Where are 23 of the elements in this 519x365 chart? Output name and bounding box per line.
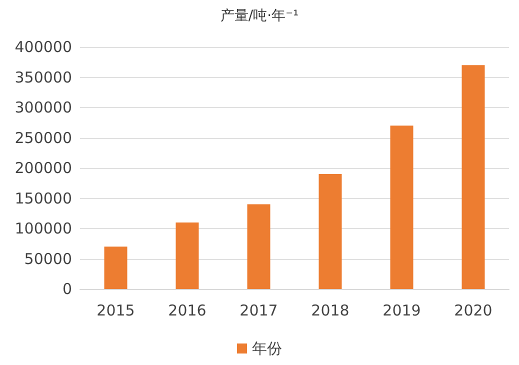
x-tick-label: 2019 (382, 302, 421, 320)
x-tick-label: 2018 (311, 302, 350, 320)
y-tick-label: 250000 (14, 128, 72, 147)
x-tick-label: 2016 (168, 302, 206, 320)
bar (176, 222, 199, 289)
bar (462, 65, 485, 289)
y-tick-label: 200000 (14, 159, 72, 177)
bar (104, 246, 128, 289)
bar (390, 126, 414, 289)
y-tick-label: 50000 (24, 250, 72, 268)
bar (247, 204, 270, 289)
y-tick-label: 0 (62, 280, 72, 298)
x-tick-label: 2015 (96, 302, 135, 320)
y-tick-label: 300000 (14, 98, 72, 116)
x-tick-label: 2020 (454, 302, 492, 320)
y-tick-label: 350000 (14, 68, 72, 86)
y-tick-label: 150000 (14, 189, 72, 208)
x-tick-label: 2017 (240, 302, 278, 320)
y-tick-label: 100000 (14, 220, 72, 238)
bar (318, 174, 342, 289)
chart-title: 产量/吨·年⁻¹ (220, 8, 299, 24)
y-tick-label: 400000 (14, 38, 72, 56)
legend-label: 年份 (252, 340, 282, 358)
